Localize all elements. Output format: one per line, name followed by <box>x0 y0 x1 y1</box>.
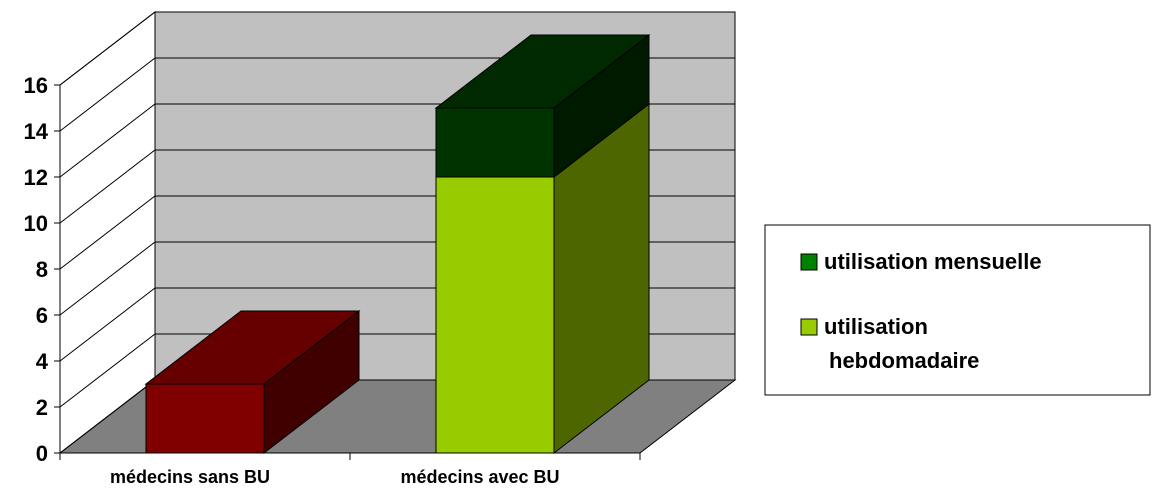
legend-box <box>764 224 1151 396</box>
y-tick-label: 4 <box>36 349 49 374</box>
y-tick-label: 6 <box>36 303 48 328</box>
bar-segment <box>435 176 555 454</box>
y-tick-label: 14 <box>24 119 49 144</box>
legend-swatch <box>800 253 818 271</box>
y-tick-label: 10 <box>24 211 48 236</box>
y-tick-label: 16 <box>24 73 48 98</box>
bar-segment <box>435 107 555 178</box>
x-tick-label: médecins sans BU <box>110 467 270 487</box>
legend-label: utilisation mensuelle <box>824 249 1042 274</box>
y-tick-label: 12 <box>24 165 48 190</box>
bar-top <box>434 34 651 109</box>
legend-swatch <box>800 318 818 336</box>
y-tick-label: 0 <box>36 441 48 466</box>
bar-segment <box>145 383 265 454</box>
y-tick-label: 8 <box>36 257 48 282</box>
x-tick-label: médecins avec BU <box>400 467 559 487</box>
y-tick-label: 2 <box>36 395 48 420</box>
grid-line <box>59 11 735 86</box>
legend-label: utilisation hebdomadaire <box>824 314 979 373</box>
bar-top <box>144 310 361 385</box>
